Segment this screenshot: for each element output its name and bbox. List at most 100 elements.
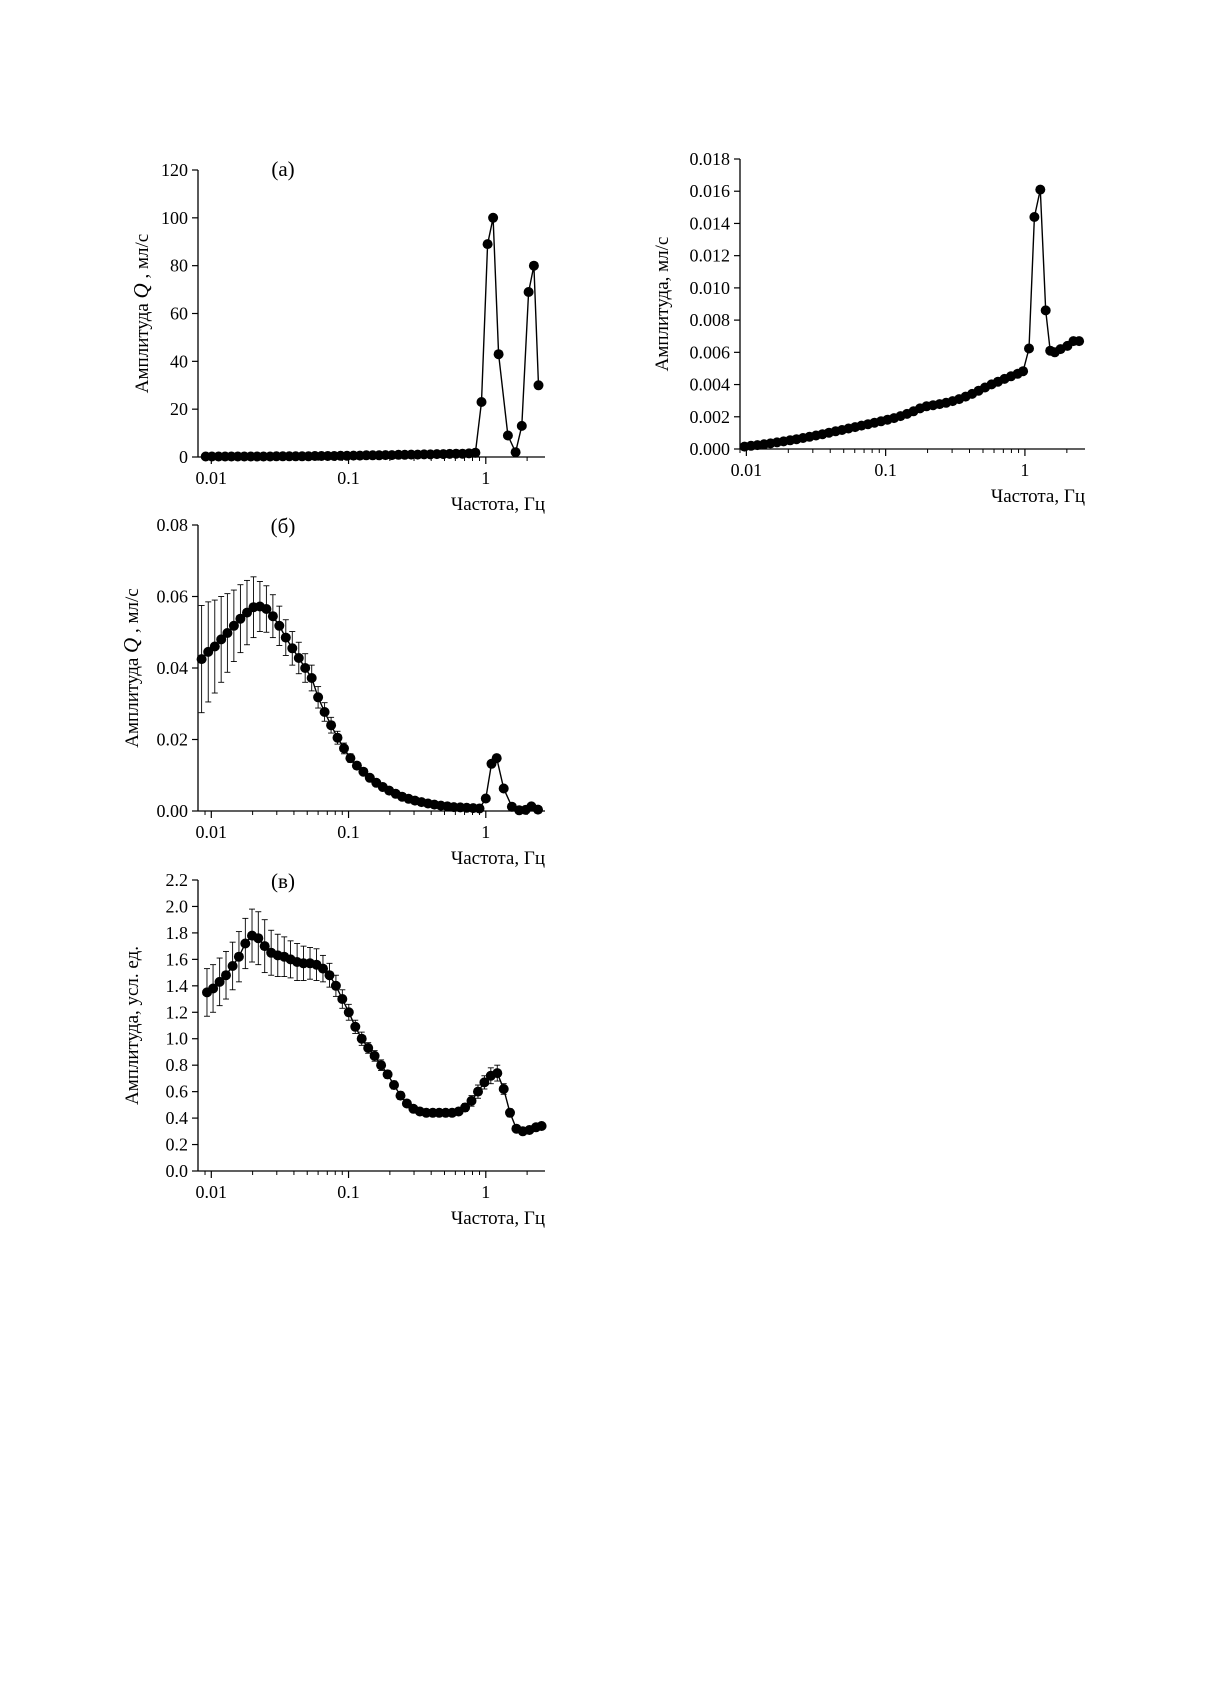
data-point <box>343 1007 354 1018</box>
data-point <box>1074 336 1085 347</box>
data-point <box>473 1086 483 1097</box>
y-tick-label: 120 <box>161 160 188 180</box>
data-point <box>528 260 539 271</box>
y-tick-label: 0.2 <box>166 1135 189 1155</box>
x-tick-label: 0.1 <box>874 460 897 480</box>
data-point <box>287 643 298 654</box>
y-tick-label: 0.008 <box>690 310 731 330</box>
data-point <box>345 753 356 764</box>
y-tick-label: 100 <box>161 208 188 228</box>
data-point <box>498 1084 509 1094</box>
data-point <box>300 663 311 673</box>
y-tick-label: 1.2 <box>166 1002 189 1022</box>
x-tick-label: 0.1 <box>337 822 360 842</box>
data-point <box>293 653 304 663</box>
x-axis-label: Частота, Гц <box>451 1208 545 1229</box>
y-axis-label: Амплитуда Q , мл/с <box>119 588 143 747</box>
panel-label: (а) <box>271 157 294 181</box>
data-point <box>523 287 534 297</box>
data-point <box>1040 305 1051 316</box>
data-point <box>493 349 504 360</box>
data-point <box>332 732 343 743</box>
data-point <box>326 720 337 731</box>
data-point <box>358 766 369 777</box>
data-point <box>306 673 317 683</box>
y-tick-label: 0.08 <box>157 515 189 535</box>
y-axis-label: Амплитуда, мл/с <box>652 237 673 372</box>
y-tick-label: 1.8 <box>166 923 189 943</box>
data-point <box>259 941 270 952</box>
x-axis-label: Частота, Гц <box>991 486 1085 507</box>
series-line <box>205 217 540 458</box>
data-point <box>233 951 244 962</box>
x-tick-label: 0.01 <box>196 1182 228 1202</box>
data-point <box>536 1121 547 1131</box>
y-axis-label-unit: , мл/с <box>132 234 153 283</box>
panel-b: 0.00 0.02 0.04 0.06 0.08 0.01 0.1 1 Частота, Гц А… <box>119 514 545 869</box>
y-axis-label-text: Амплитуда, усл. ед. <box>122 946 143 1105</box>
y-tick-label: 40 <box>170 351 188 371</box>
y-axis-label: Амплитуда Q , мл/с <box>129 234 153 393</box>
data-point <box>267 611 278 622</box>
data-point <box>356 1033 367 1044</box>
y-tick-label: 20 <box>170 399 188 419</box>
y-tick-label: 0.4 <box>166 1108 189 1128</box>
y-tick-label: 0.0 <box>166 1161 189 1181</box>
x-tick-label: 0.01 <box>731 460 763 480</box>
y-tick-label: 0.06 <box>157 587 189 607</box>
data-point <box>488 212 499 223</box>
y-tick-label: 0.000 <box>690 439 731 459</box>
data-point <box>1024 343 1034 354</box>
data-point <box>491 753 502 764</box>
data-point <box>235 613 246 624</box>
data-point <box>363 1043 374 1053</box>
data-point <box>313 692 324 703</box>
y-tick-label: 0.014 <box>690 213 731 233</box>
y-axis-label-text: Амплитуда <box>132 298 153 393</box>
data-point <box>376 1060 387 1071</box>
y-tick-label: 0.6 <box>166 1082 189 1102</box>
data-point <box>480 793 491 804</box>
data-point <box>196 654 207 665</box>
data-point <box>505 1107 515 1118</box>
data-point <box>261 604 272 614</box>
data-point <box>318 963 328 974</box>
x-tick-label: 1 <box>481 1182 490 1202</box>
data-point <box>533 380 544 391</box>
y-axis-label-symbol: Q <box>129 283 153 298</box>
y-tick-label: 0.016 <box>690 181 731 201</box>
panel-r: 0.000 0.002 0.004 0.006 0.008 0.010 0.012 0.014… <box>652 149 1085 507</box>
data-point <box>482 239 493 250</box>
data-point <box>221 970 231 981</box>
data-point <box>228 620 239 631</box>
data-point <box>470 447 481 458</box>
data-point <box>324 970 335 981</box>
data-point <box>395 1090 406 1101</box>
data-point <box>474 803 485 814</box>
y-tick-label: 0.006 <box>690 342 731 362</box>
data-point <box>339 743 349 754</box>
y-tick-label: 0.018 <box>690 149 731 169</box>
data-point <box>208 983 219 994</box>
y-tick-label: 0.012 <box>690 246 731 266</box>
x-tick-label: 0.01 <box>196 822 228 842</box>
data-point <box>203 646 214 657</box>
y-axis-label: Амплитуда, усл. ед. <box>122 946 143 1105</box>
x-tick-label: 1 <box>481 468 490 488</box>
data-point <box>533 804 543 815</box>
y-tick-label: 0.002 <box>690 407 731 427</box>
panel-label: (б) <box>271 514 296 538</box>
panel-v: 0.0 0.2 0.4 0.6 0.8 1.0 1.2 1.4 1.6 1.8 2.0 2.2 0.01… <box>122 869 547 1229</box>
data-point <box>227 961 238 971</box>
y-tick-label: 1.6 <box>166 949 189 969</box>
data-point <box>460 1102 471 1113</box>
y-tick-label: 1.0 <box>166 1029 189 1049</box>
data-point <box>1029 212 1040 222</box>
data-point <box>476 397 487 407</box>
data-point <box>216 634 227 645</box>
panel-label: (в) <box>271 869 295 893</box>
data-point <box>492 1068 503 1079</box>
data-point <box>466 1095 477 1106</box>
data-point <box>369 1050 380 1061</box>
